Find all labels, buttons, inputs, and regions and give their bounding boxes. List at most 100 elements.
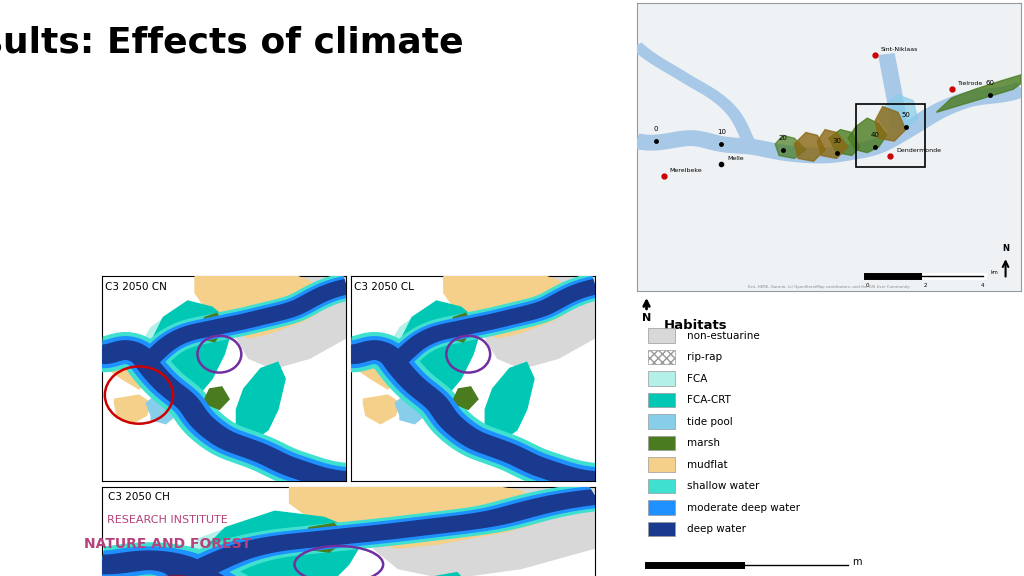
Polygon shape — [101, 551, 597, 576]
Bar — [648, 479, 676, 494]
Text: 50: 50 — [901, 112, 910, 118]
Text: N: N — [642, 313, 651, 323]
Text: Melle: Melle — [727, 156, 743, 161]
Polygon shape — [178, 487, 601, 576]
Polygon shape — [102, 487, 595, 576]
Text: www.vlaanderen.be/inbo: www.vlaanderen.be/inbo — [15, 234, 24, 342]
Text: NATURE AND FOREST: NATURE AND FOREST — [84, 537, 251, 551]
Polygon shape — [183, 490, 599, 576]
Polygon shape — [176, 524, 290, 576]
Bar — [856, 104, 925, 167]
Polygon shape — [443, 276, 570, 338]
Polygon shape — [400, 301, 478, 410]
Text: 60: 60 — [986, 81, 994, 86]
Polygon shape — [485, 362, 535, 444]
Text: C3 2050 CN: C3 2050 CN — [105, 282, 167, 291]
Polygon shape — [100, 547, 598, 576]
Polygon shape — [237, 362, 285, 444]
Text: C3 2050 CL: C3 2050 CL — [354, 282, 414, 291]
Polygon shape — [101, 337, 347, 494]
Polygon shape — [388, 313, 443, 379]
Text: non-estuarine: non-estuarine — [687, 331, 760, 340]
Polygon shape — [113, 552, 211, 576]
Text: moderate deep water: moderate deep water — [687, 503, 800, 513]
Polygon shape — [395, 395, 424, 424]
Text: 0: 0 — [865, 283, 869, 287]
Text: tide pool: tide pool — [687, 416, 732, 427]
Polygon shape — [201, 511, 358, 576]
Polygon shape — [138, 274, 350, 374]
Text: 40: 40 — [870, 132, 880, 138]
Polygon shape — [374, 487, 595, 576]
Polygon shape — [364, 395, 400, 424]
Text: shallow water: shallow water — [687, 481, 759, 491]
Polygon shape — [485, 276, 595, 369]
Text: Sint-Niklaas: Sint-Niklaas — [881, 47, 919, 52]
Polygon shape — [350, 341, 596, 490]
Polygon shape — [174, 484, 603, 576]
Polygon shape — [391, 280, 597, 369]
Polygon shape — [101, 341, 347, 490]
Text: 0: 0 — [654, 127, 658, 132]
Polygon shape — [356, 348, 404, 389]
Polygon shape — [879, 54, 906, 137]
Polygon shape — [115, 395, 152, 424]
Polygon shape — [351, 276, 595, 481]
Polygon shape — [102, 276, 346, 481]
Polygon shape — [795, 132, 825, 161]
Polygon shape — [205, 387, 229, 410]
Text: FCA-CRT: FCA-CRT — [687, 395, 731, 405]
Polygon shape — [146, 395, 175, 424]
Polygon shape — [633, 43, 757, 149]
Polygon shape — [350, 337, 596, 494]
Text: 30: 30 — [833, 138, 841, 144]
Text: km: km — [990, 270, 998, 275]
Text: Esri, HERE, Garmin, (c) OpenStreetMap contributors, and the GIS User Community: Esri, HERE, Garmin, (c) OpenStreetMap co… — [749, 285, 909, 289]
Bar — [648, 457, 676, 472]
Polygon shape — [101, 333, 348, 498]
Bar — [648, 522, 676, 536]
Text: Results: Effects of climate: Results: Effects of climate — [0, 26, 464, 60]
Polygon shape — [775, 135, 806, 158]
Polygon shape — [200, 313, 224, 342]
Polygon shape — [879, 95, 918, 130]
Text: Tielrode: Tielrode — [957, 81, 983, 86]
Polygon shape — [374, 573, 472, 576]
Text: RESEARCH INSTITUTE: RESEARCH INSTITUTE — [106, 514, 227, 525]
Text: C3 2050 CH: C3 2050 CH — [109, 492, 170, 502]
Bar — [648, 393, 676, 407]
Polygon shape — [389, 277, 598, 372]
Polygon shape — [108, 348, 156, 389]
Polygon shape — [817, 130, 848, 158]
Polygon shape — [290, 487, 546, 548]
Text: 4: 4 — [981, 283, 984, 287]
Text: m: m — [852, 557, 861, 567]
Polygon shape — [113, 558, 211, 576]
Polygon shape — [454, 387, 478, 410]
Polygon shape — [237, 276, 346, 369]
Polygon shape — [139, 313, 195, 379]
Polygon shape — [100, 543, 599, 576]
Polygon shape — [195, 276, 322, 338]
Bar — [648, 328, 676, 343]
Bar — [648, 501, 676, 515]
Polygon shape — [140, 277, 349, 372]
Text: N: N — [1002, 244, 1009, 253]
Text: 2: 2 — [924, 283, 927, 287]
Polygon shape — [387, 274, 599, 374]
Text: mudflat: mudflat — [687, 460, 727, 469]
Polygon shape — [634, 83, 1024, 163]
Text: FCA: FCA — [687, 374, 708, 384]
Text: marsh: marsh — [687, 438, 720, 448]
Text: rip-rap: rip-rap — [687, 352, 722, 362]
Bar — [648, 414, 676, 429]
Polygon shape — [829, 130, 860, 156]
Polygon shape — [848, 118, 887, 153]
Polygon shape — [142, 280, 348, 369]
Polygon shape — [449, 313, 473, 342]
Text: 20: 20 — [778, 135, 787, 141]
Bar — [648, 436, 676, 450]
Bar — [648, 350, 676, 365]
Polygon shape — [936, 75, 1021, 112]
Bar — [648, 372, 676, 386]
